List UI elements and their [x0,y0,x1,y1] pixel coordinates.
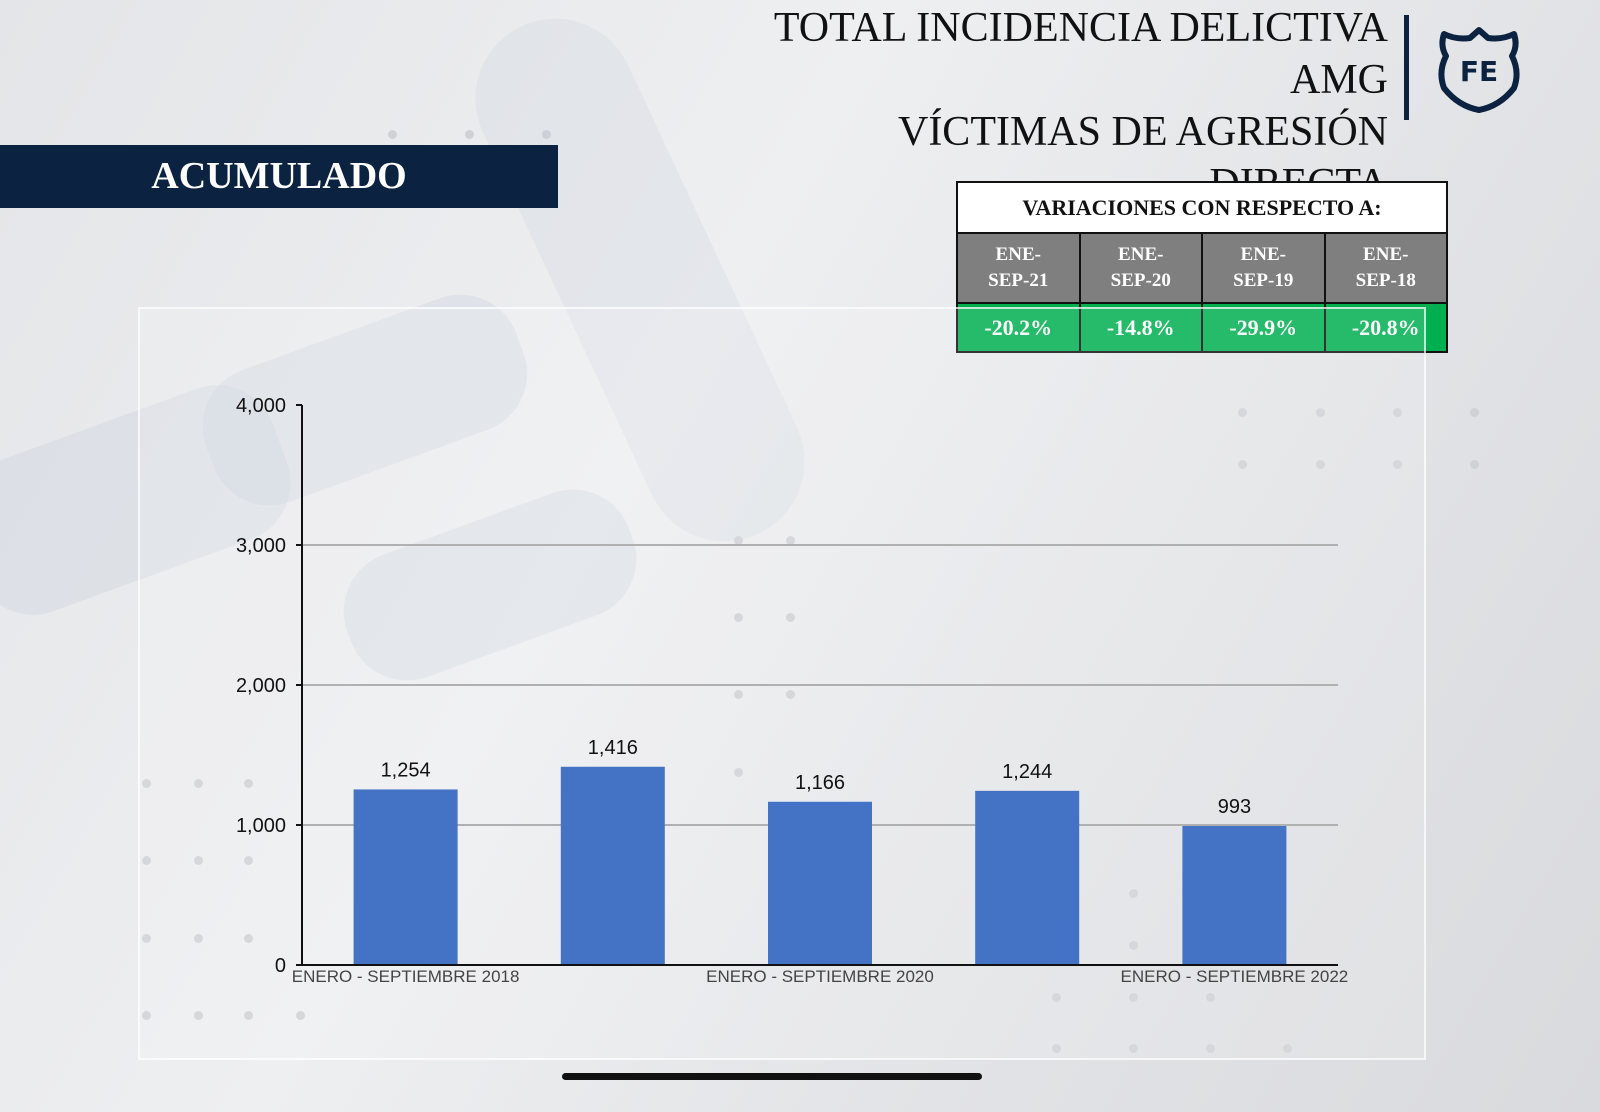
decor-dot [786,690,795,699]
data-label: 993 [1218,796,1251,818]
variation-value: -29.9% [1203,304,1324,351]
variation-value: -14.8% [1080,304,1201,351]
bar [975,790,1080,965]
variations-table: VARIACIONES CON RESPECTO A: ENE- SEP-21 … [956,181,1448,353]
decor-dot [194,1011,203,1020]
x-tick-label: ENERO - SEPTIEMBRE 2020 [706,967,934,986]
shield-logo: FE [1438,27,1520,113]
decor-dot [142,779,151,788]
y-tick-label: 2,000 [236,675,286,697]
svg-text:FE: FE [1460,55,1498,88]
decor-dot [734,768,743,777]
decor-dot [244,779,253,788]
data-label: 1,166 [795,772,845,794]
period-header: ENE- SEP-18 [1325,234,1446,302]
title-line: VÍCTIMAS DE AGRESIÓN [897,109,1388,155]
decor-dot [194,934,203,943]
decor-dot [734,536,743,545]
bar [768,801,872,965]
data-label: 1,416 [588,737,638,759]
bar [1182,825,1287,965]
home-indicator[interactable] [562,1073,982,1080]
decor-dot [1052,1044,1061,1053]
period-header: ENE- SEP-21 [958,234,1079,302]
title-line: TOTAL INCIDENCIA DELICTIVA [773,5,1388,51]
divider [1404,15,1409,120]
decor-dot [1316,460,1325,469]
bar [353,789,458,965]
decor-dot [296,1011,305,1020]
decor-dot [194,856,203,865]
decor-dot [1206,1044,1215,1053]
decor-dot [786,536,795,545]
decor-dot [142,856,151,865]
variations-title: VARIACIONES CON RESPECTO A: [958,183,1446,232]
decor-dot [1283,1044,1292,1053]
decor-dot [1129,941,1138,950]
y-tick-label: 3,000 [236,535,286,557]
y-tick-label: 1,000 [236,815,286,837]
decor-dot [1206,993,1215,1002]
decor-dot [194,779,203,788]
decor-dot [142,934,151,943]
decor-dot [1238,460,1247,469]
x-tick-label: ENERO - SEPTIEMBRE 2018 [292,967,520,986]
title-line: AMG [1289,57,1388,103]
decor-dot [388,130,397,139]
decor-dot [1129,993,1138,1002]
decor-dot [1393,460,1402,469]
data-label: 1,254 [381,759,431,781]
variation-value: -20.2% [958,304,1079,351]
decor-dot [1129,889,1138,898]
decor-dot [244,856,253,865]
decor-dot [465,130,474,139]
decor-dot [542,130,551,139]
y-tick-label: 0 [275,955,286,977]
decor-dot [734,690,743,699]
decor-dot [1470,460,1479,469]
decor-dot [1316,408,1325,417]
decor-dot [1393,408,1402,417]
decor-dot [1052,993,1061,1002]
decor-dot [1470,408,1479,417]
period-header: ENE- SEP-20 [1080,234,1201,302]
decor-dot [734,613,743,622]
y-tick-label: 4,000 [236,395,286,417]
decor-dot [244,1011,253,1020]
period-header: ENE- SEP-19 [1203,234,1324,302]
accumulated-banner: ACUMULADO [0,145,558,208]
decor-dot [1129,1044,1138,1053]
bar [560,766,665,965]
decor-dot [1238,408,1247,417]
x-tick-label: ENERO - SEPTIEMBRE 2022 [1121,967,1349,986]
decor-dot [244,934,253,943]
data-label: 1,244 [1002,761,1052,783]
decor-dot [786,613,795,622]
decor-dot [142,1011,151,1020]
